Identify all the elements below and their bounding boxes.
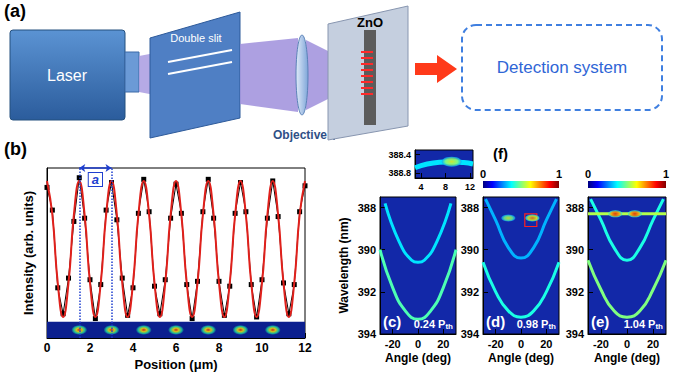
- svg-text:2: 2: [87, 341, 94, 355]
- svg-text:394: 394: [358, 328, 377, 340]
- svg-text:Wavelength (nm): Wavelength (nm): [337, 217, 351, 313]
- svg-text:388: 388: [358, 202, 376, 214]
- svg-text:4: 4: [419, 182, 424, 192]
- svg-text:a: a: [92, 172, 99, 187]
- svg-text:(a): (a): [4, 1, 26, 21]
- svg-text:0: 0: [44, 341, 51, 355]
- svg-text:10: 10: [255, 341, 269, 355]
- svg-text:Double slit: Double slit: [170, 32, 221, 44]
- svg-text:12: 12: [465, 182, 475, 192]
- svg-text:1: 1: [556, 168, 562, 180]
- svg-text:8: 8: [216, 341, 223, 355]
- svg-text:Objective: Objective: [273, 128, 327, 142]
- svg-text:(c): (c): [383, 313, 401, 330]
- svg-text:0: 0: [480, 168, 486, 180]
- svg-text:Position (μm): Position (μm): [134, 357, 217, 372]
- svg-text:392: 392: [461, 286, 479, 298]
- svg-text:th: th: [655, 322, 663, 331]
- svg-text:390: 390: [358, 244, 376, 256]
- svg-text:388: 388: [461, 202, 479, 214]
- svg-text:20: 20: [437, 338, 449, 350]
- svg-text:-20: -20: [488, 338, 504, 350]
- svg-text:Angle (deg): Angle (deg): [488, 351, 554, 365]
- svg-text:388.8: 388.8: [388, 168, 411, 178]
- svg-text:0.24 P: 0.24 P: [414, 318, 446, 330]
- svg-text:388: 388: [566, 202, 584, 214]
- svg-text:6: 6: [173, 341, 180, 355]
- svg-text:Detection system: Detection system: [497, 58, 627, 77]
- svg-text:ZnO: ZnO: [357, 15, 383, 30]
- svg-text:8: 8: [443, 182, 448, 192]
- svg-text:(e): (e): [591, 313, 609, 330]
- svg-text:20: 20: [540, 338, 552, 350]
- svg-text:0.98 P: 0.98 P: [517, 318, 549, 330]
- svg-text:390: 390: [461, 244, 479, 256]
- svg-text:th: th: [548, 322, 556, 331]
- svg-text:Intensity (arb. units): Intensity (arb. units): [21, 191, 36, 315]
- svg-text:(b): (b): [4, 139, 27, 159]
- svg-text:0: 0: [585, 168, 591, 180]
- svg-text:Angle (deg): Angle (deg): [594, 351, 660, 365]
- svg-text:-20: -20: [593, 338, 609, 350]
- svg-text:394: 394: [461, 328, 480, 340]
- svg-text:1.04 P: 1.04 P: [624, 318, 656, 330]
- svg-text:Angle (deg): Angle (deg): [385, 351, 451, 365]
- svg-text:4: 4: [130, 341, 137, 355]
- svg-text:0: 0: [415, 338, 421, 350]
- svg-text:388.4: 388.4: [388, 150, 411, 160]
- svg-text:20: 20: [647, 338, 659, 350]
- svg-text:392: 392: [358, 286, 376, 298]
- svg-text:394: 394: [566, 328, 585, 340]
- svg-text:Laser: Laser: [47, 67, 88, 84]
- svg-text:(f): (f): [493, 145, 508, 162]
- svg-text:th: th: [445, 322, 453, 331]
- svg-text:1: 1: [663, 168, 669, 180]
- svg-text:(d): (d): [486, 313, 505, 330]
- svg-text:0: 0: [518, 338, 524, 350]
- svg-text:12: 12: [298, 341, 312, 355]
- svg-text:392: 392: [566, 286, 584, 298]
- svg-text:0: 0: [624, 338, 630, 350]
- svg-text:390: 390: [566, 244, 584, 256]
- svg-text:-20: -20: [385, 338, 401, 350]
